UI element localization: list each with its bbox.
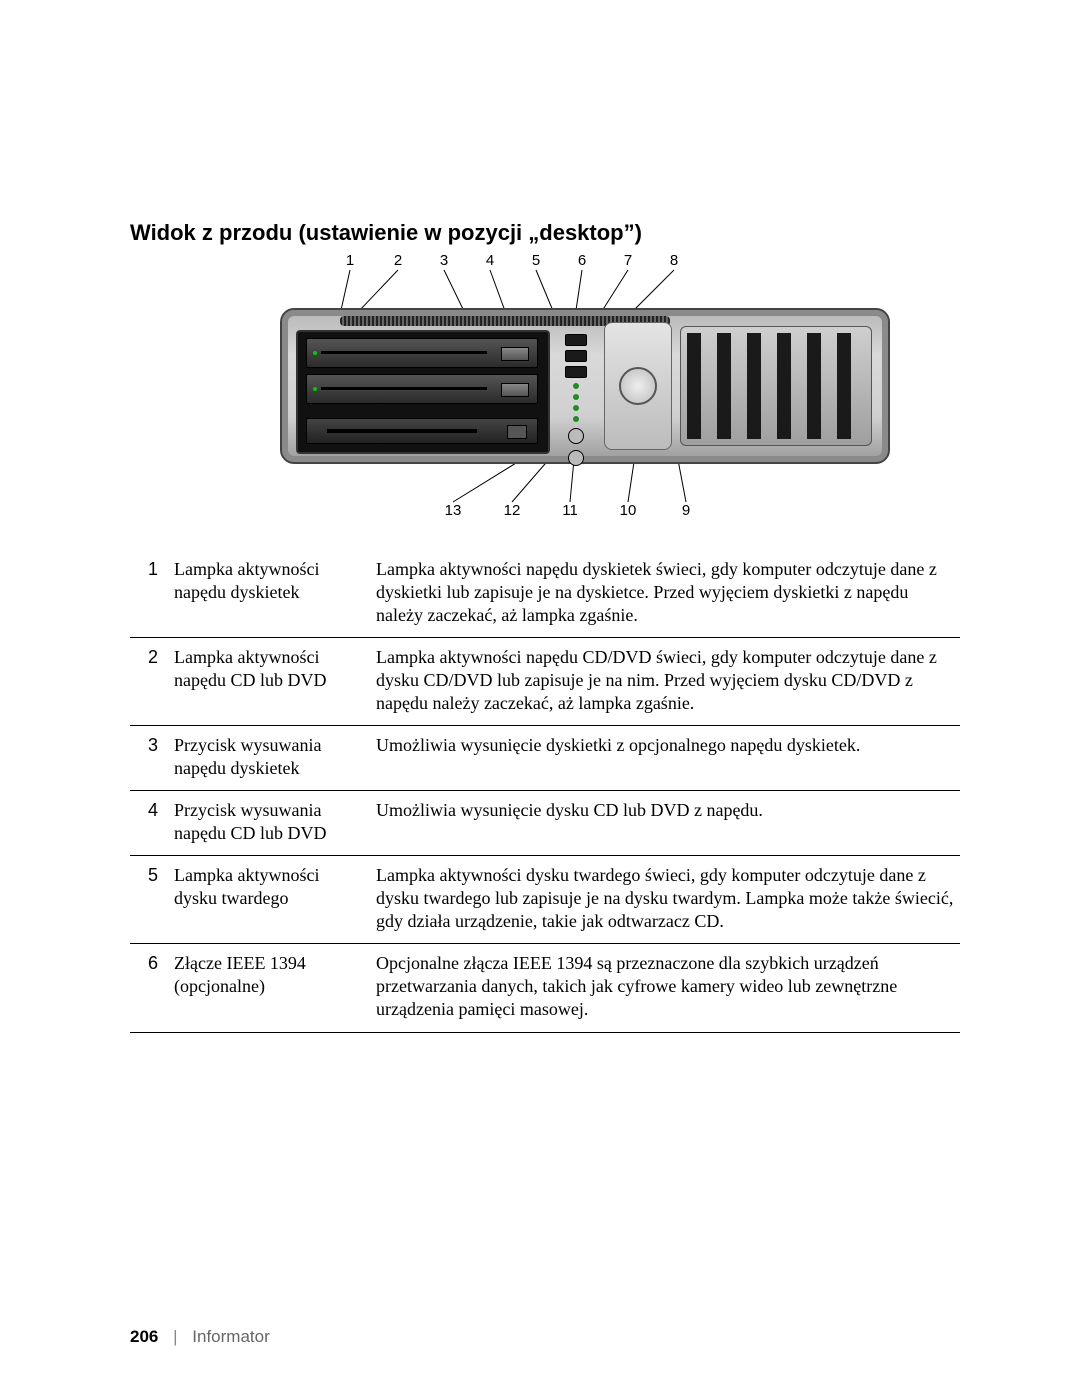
row-name: Złącze IEEE 1394 (opcjonalne) xyxy=(168,944,370,1032)
diagnostic-led-icon xyxy=(573,383,579,389)
row-number: 1 xyxy=(130,550,168,638)
callout-labels-bottom: 13 12 11 10 9 xyxy=(220,502,935,520)
callout-13: 13 xyxy=(445,502,462,519)
diagnostic-led-icon xyxy=(573,416,579,422)
drive-slot xyxy=(321,387,487,390)
callout-10: 10 xyxy=(620,502,637,519)
row-desc: Lampka aktywności dysku twardego świeci,… xyxy=(370,856,960,944)
eject-button-icon xyxy=(501,383,529,397)
drive-led-icon xyxy=(313,351,317,355)
callout-9: 9 xyxy=(682,502,690,519)
table-row: 1Lampka aktywności napędu dyskietekLampk… xyxy=(130,550,960,638)
drive-led-icon xyxy=(313,387,317,391)
drive-slot xyxy=(321,351,487,354)
drive-bezel xyxy=(296,330,550,454)
row-desc: Opcjonalne złącza IEEE 1394 są przeznacz… xyxy=(370,944,960,1032)
row-desc: Umożliwia wysunięcie dysku CD lub DVD z … xyxy=(370,791,960,856)
usb-port-icon xyxy=(565,366,587,378)
section-name: Informator xyxy=(192,1327,269,1346)
front-view-diagram: 1 2 3 4 5 6 7 8 xyxy=(220,252,935,520)
optical-drive-1 xyxy=(306,338,538,368)
center-fascia xyxy=(604,322,672,450)
computer-front-illustration xyxy=(280,308,890,464)
row-name: Przycisk wysuwania napędu dyskietek xyxy=(168,726,370,791)
row-number: 3 xyxy=(130,726,168,791)
row-number: 6 xyxy=(130,944,168,1032)
usb-port-icon xyxy=(565,350,587,362)
headphone-jack-icon xyxy=(568,428,584,444)
table-row: 3Przycisk wysuwania napędu dyskietekUmoż… xyxy=(130,726,960,791)
table-row: 5Lampka aktywności dysku twardegoLampka … xyxy=(130,856,960,944)
table-row: 4Przycisk wysuwania napędu CD lub DVDUmo… xyxy=(130,791,960,856)
eject-button-icon xyxy=(501,347,529,361)
front-io-column xyxy=(556,330,596,450)
diagnostic-led-icon xyxy=(573,394,579,400)
page-number: 206 xyxy=(130,1327,158,1346)
callout-12: 12 xyxy=(504,502,521,519)
callout-description-table: 1Lampka aktywności napędu dyskietekLampk… xyxy=(130,550,960,1033)
callout-11: 11 xyxy=(562,502,578,519)
mic-jack-icon xyxy=(568,450,584,466)
floppy-drive xyxy=(306,418,538,444)
ventilation-grille xyxy=(680,326,872,446)
row-number: 4 xyxy=(130,791,168,856)
table-row: 6Złącze IEEE 1394 (opcjonalne)Opcjonalne… xyxy=(130,944,960,1032)
floppy-slot xyxy=(327,429,477,433)
manual-page: Widok z przodu (ustawienie w pozycji „de… xyxy=(0,0,1080,1397)
row-number: 5 xyxy=(130,856,168,944)
dell-logo-icon xyxy=(619,367,657,405)
diagnostic-led-icon xyxy=(573,405,579,411)
page-title: Widok z przodu (ustawienie w pozycji „de… xyxy=(130,220,960,246)
table-row: 2Lampka aktywności napędu CD lub DVDLamp… xyxy=(130,638,960,726)
grille-bars xyxy=(687,333,865,439)
row-desc: Lampka aktywności napędu dyskietek świec… xyxy=(370,550,960,638)
row-desc: Lampka aktywności napędu CD/DVD świeci, … xyxy=(370,638,960,726)
row-name: Przycisk wysuwania napędu CD lub DVD xyxy=(168,791,370,856)
floppy-eject-icon xyxy=(507,425,527,439)
row-name: Lampka aktywności dysku twardego xyxy=(168,856,370,944)
row-number: 2 xyxy=(130,638,168,726)
page-footer: 206 | Informator xyxy=(130,1327,270,1347)
row-name: Lampka aktywności napędu dyskietek xyxy=(168,550,370,638)
footer-separator: | xyxy=(173,1327,177,1346)
optical-drive-2 xyxy=(306,374,538,404)
row-desc: Umożliwia wysunięcie dyskietki z opcjona… xyxy=(370,726,960,791)
ieee1394-port-icon xyxy=(565,334,587,346)
row-name: Lampka aktywności napędu CD lub DVD xyxy=(168,638,370,726)
